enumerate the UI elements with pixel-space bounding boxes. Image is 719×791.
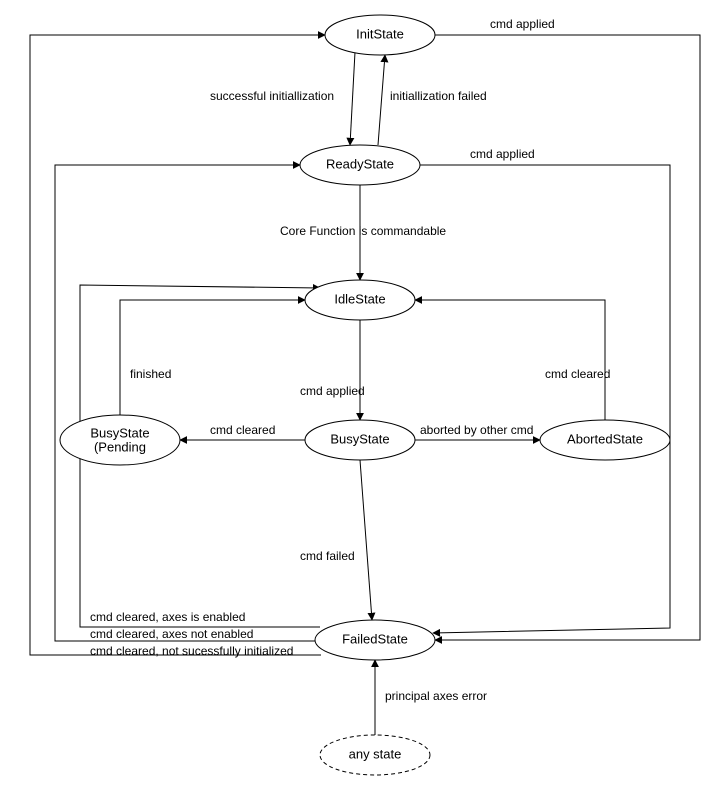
node-busystate-pending: BusyState (Pending <box>60 415 180 465</box>
label-ready-failed: cmd applied <box>470 147 535 161</box>
edge-ready-failed <box>420 165 670 633</box>
edge-failed-init <box>30 35 325 655</box>
node-readystate-label: ReadyState <box>326 156 394 171</box>
label-any-failed: principal axes error <box>385 689 487 703</box>
label-busy-aborted: aborted by other cmd <box>420 423 533 437</box>
label-ready-idle: Core Function is commandable <box>280 224 446 238</box>
label-aborted-idle: cmd cleared <box>545 367 610 381</box>
node-busystate: BusyState <box>305 420 415 460</box>
node-failedstate: FailedState <box>315 620 435 660</box>
label-busy-failed: cmd failed <box>300 549 355 563</box>
label-init-ready: successful initiallization <box>210 89 334 103</box>
node-busystate-label: BusyState <box>330 431 389 446</box>
node-failedstate-label: FailedState <box>342 631 408 646</box>
node-idlestate-label: IdleState <box>334 291 385 306</box>
edge-ready-init <box>378 55 385 145</box>
edge-failed-ready <box>55 165 317 641</box>
label-idle-busy: cmd applied <box>300 384 365 398</box>
edge-init-ready <box>350 52 355 145</box>
node-anystate: any state <box>320 735 430 775</box>
node-busypend-label1: BusyState <box>90 425 149 440</box>
node-initstate-label: InitState <box>356 26 404 41</box>
label-init-failed: cmd applied <box>490 17 555 31</box>
edge-init-failed <box>435 35 700 640</box>
label-failed-idle: cmd cleared, axes is enabled <box>90 610 245 624</box>
node-anystate-label: any state <box>349 746 402 761</box>
node-readystate: ReadyState <box>300 145 420 185</box>
label-ready-init: initiallization failed <box>390 89 487 103</box>
node-busypend-label2: (Pending <box>94 439 146 454</box>
edge-aborted-idle <box>415 300 605 420</box>
node-abortedstate: AbortedState <box>540 420 670 460</box>
label-busypend-idle: finished <box>130 367 171 381</box>
label-failed-init: cmd cleared, not sucessfully initialized <box>90 644 293 658</box>
edge-busypend-idle <box>120 300 305 415</box>
node-idlestate: IdleState <box>305 280 415 320</box>
node-initstate: InitState <box>325 15 435 55</box>
edge-busy-failed <box>360 460 372 620</box>
label-failed-ready: cmd cleared, axes not enabled <box>90 627 253 641</box>
label-busy-busypend: cmd cleared <box>210 423 275 437</box>
node-abortedstate-label: AbortedState <box>567 431 643 446</box>
